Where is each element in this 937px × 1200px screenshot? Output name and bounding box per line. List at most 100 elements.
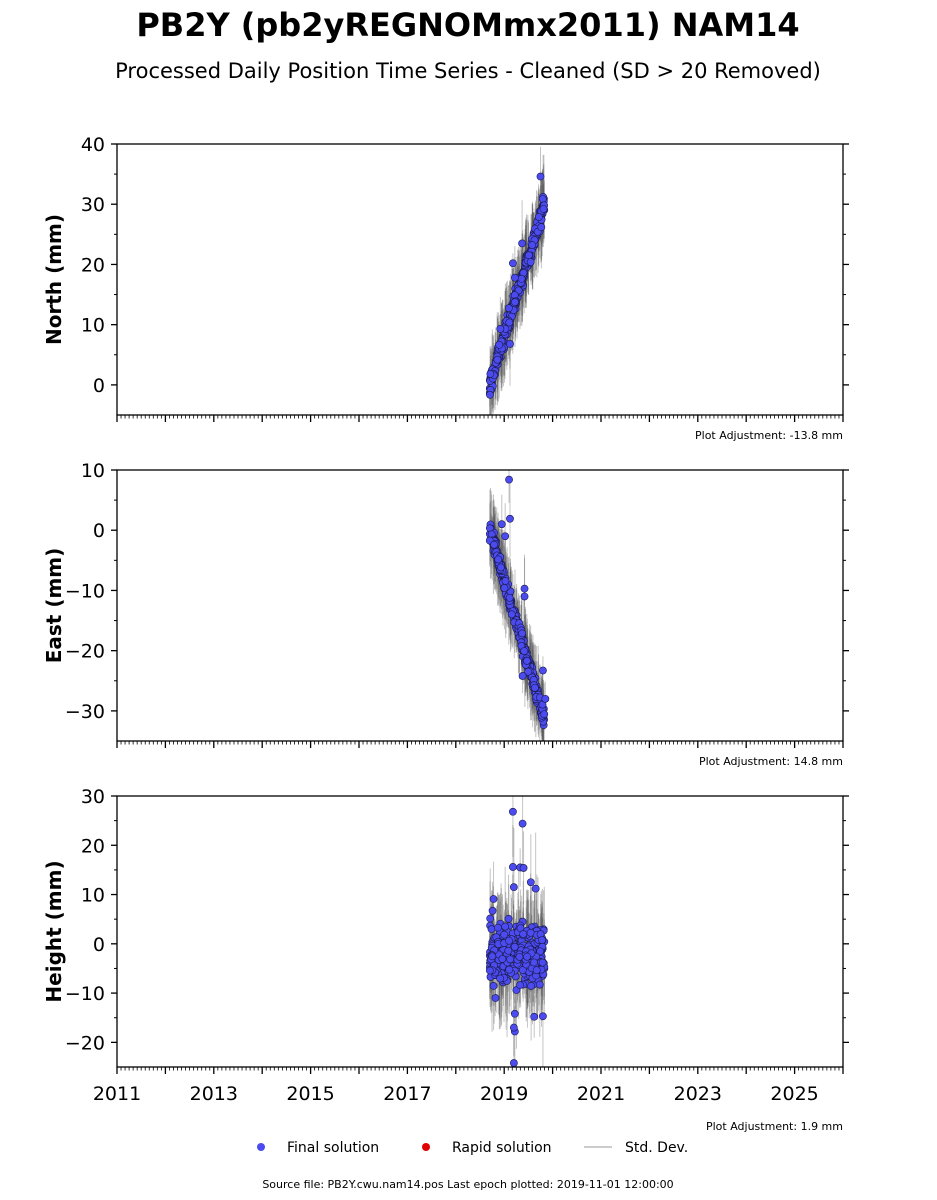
data-point xyxy=(510,273,519,282)
x-tick-label: 2019 xyxy=(480,1083,528,1105)
data-point xyxy=(486,370,495,378)
data-point xyxy=(522,656,531,665)
data-point xyxy=(519,930,528,938)
data-point xyxy=(518,239,527,248)
data-point xyxy=(539,666,547,675)
data-point xyxy=(541,694,550,703)
data-point xyxy=(501,922,510,931)
y-tick-label: 10 xyxy=(81,315,105,337)
data-point xyxy=(524,667,533,676)
plot-adjustment: Plot Adjustment: -13.8 mm xyxy=(695,429,843,442)
data-point xyxy=(504,914,513,923)
data-point xyxy=(507,610,516,619)
data-point xyxy=(487,925,496,934)
data-point xyxy=(530,958,538,967)
data-point xyxy=(534,213,543,221)
data-point xyxy=(526,258,535,266)
data-point xyxy=(493,355,502,364)
data-point xyxy=(539,1012,547,1021)
x-tick-label: 2015 xyxy=(286,1083,334,1105)
y-tick-label: 0 xyxy=(93,375,105,397)
data-point xyxy=(520,647,529,655)
data-point xyxy=(488,952,497,961)
data-point xyxy=(524,251,533,260)
data-point xyxy=(500,584,509,592)
panel-3: −20 −10 0 10 20 30 2011 2013 2015 2017 2019 2021 202… xyxy=(42,786,849,1133)
legend-final-marker xyxy=(257,1143,265,1151)
data-point xyxy=(532,966,541,975)
panels: 0 10 20 30 40 North (mm) Plot Adjustment: -13.… xyxy=(42,134,849,1133)
data-point xyxy=(526,928,535,937)
data-point xyxy=(531,884,540,893)
data-point xyxy=(500,930,509,939)
data-point xyxy=(501,532,510,541)
data-point xyxy=(526,878,535,887)
data-point xyxy=(497,520,506,529)
data-point xyxy=(515,952,524,961)
data-point xyxy=(488,906,497,915)
y-tick-label: −10 xyxy=(65,580,105,602)
plot-frame xyxy=(116,143,844,416)
data-point xyxy=(505,593,514,602)
data-point xyxy=(536,947,545,956)
data-point xyxy=(491,994,500,1002)
data-point xyxy=(535,980,544,989)
data-point xyxy=(537,223,546,232)
y-tick-label: 10 xyxy=(81,460,105,482)
data-point xyxy=(516,981,524,989)
data-point xyxy=(486,390,494,399)
data-point xyxy=(511,298,519,307)
data-point xyxy=(494,555,503,564)
data-point xyxy=(506,955,515,964)
data-point xyxy=(509,807,517,816)
plot-adjustment: Plot Adjustment: 1.9 mm xyxy=(706,1120,843,1133)
data-point xyxy=(518,629,527,638)
data-point xyxy=(505,475,513,484)
y-tick-label: 20 xyxy=(81,254,105,276)
x-tick-label: 2017 xyxy=(383,1083,431,1105)
data-point xyxy=(518,966,527,974)
data-point xyxy=(530,1012,539,1021)
data-point xyxy=(518,672,527,680)
data-point xyxy=(509,863,517,871)
legend: Final solution Rapid solution Std. Dev. xyxy=(257,1140,688,1156)
x-tick-label: 2023 xyxy=(674,1083,722,1105)
data-point xyxy=(489,895,498,903)
panel-1: 0 10 20 30 40 North (mm) Plot Adjustment: -13.… xyxy=(42,134,849,442)
data-point xyxy=(490,540,498,549)
y-tick-label: −20 xyxy=(65,641,105,663)
data-point xyxy=(520,584,529,593)
data-point xyxy=(495,340,504,349)
data-point xyxy=(540,710,549,719)
data-point xyxy=(518,819,527,828)
data-point xyxy=(506,514,514,523)
data-point xyxy=(504,946,513,955)
plot-adjustment: Plot Adjustment: 14.8 mm xyxy=(699,755,843,768)
y-axis-label: East (mm) xyxy=(42,548,66,664)
final-points xyxy=(485,475,550,730)
panel-2: −30 −20 −10 0 10 East (mm) Plot Adjustment: 14… xyxy=(42,460,849,768)
data-point xyxy=(504,304,513,313)
data-point xyxy=(509,883,518,892)
y-axis-label: North (mm) xyxy=(42,214,66,345)
data-point xyxy=(517,274,526,283)
final-points xyxy=(485,807,549,1067)
x-tick-label: 2011 xyxy=(93,1083,141,1105)
y-tick-label: 10 xyxy=(81,885,105,907)
x-tick-label: 2013 xyxy=(190,1083,238,1105)
x-tick-label: 2021 xyxy=(577,1083,625,1105)
y-tick-label: −10 xyxy=(65,983,105,1005)
data-point xyxy=(519,864,528,872)
data-point xyxy=(505,318,514,327)
data-point xyxy=(498,955,507,963)
legend-final-label: Final solution xyxy=(287,1140,379,1156)
y-tick-label: 0 xyxy=(93,520,105,542)
data-point xyxy=(486,914,495,923)
data-point xyxy=(505,936,513,945)
data-point xyxy=(509,259,517,268)
data-point xyxy=(530,683,539,692)
data-point xyxy=(509,1059,518,1067)
legend-rapid-label: Rapid solution xyxy=(452,1140,552,1156)
y-tick-label: 40 xyxy=(81,134,105,156)
